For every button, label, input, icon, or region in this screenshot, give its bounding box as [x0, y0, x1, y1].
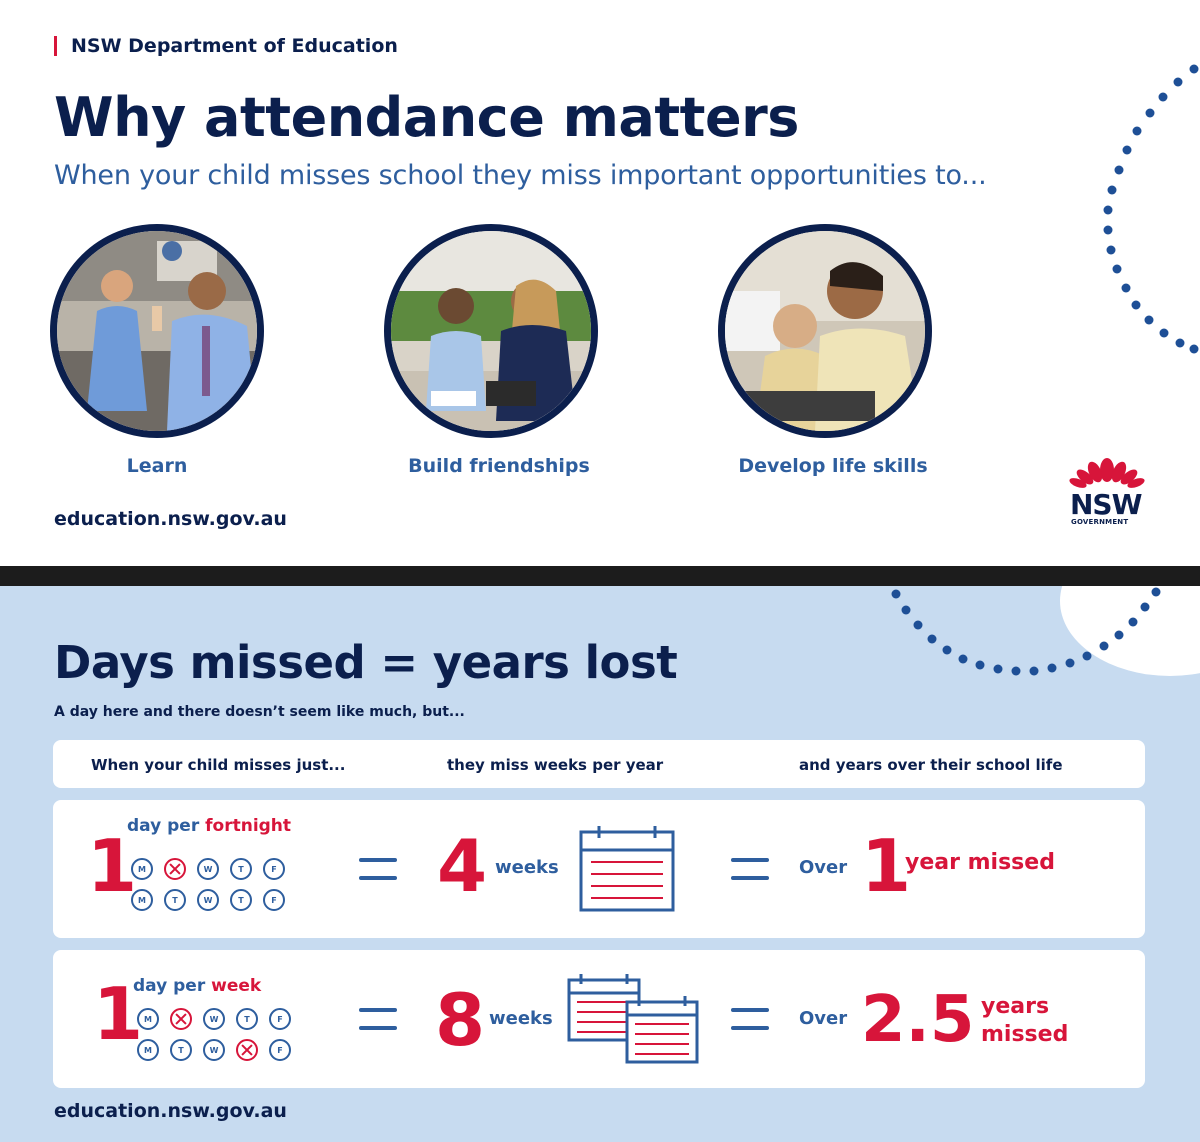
weekday-circle: T	[230, 889, 252, 911]
weeks-value: 4	[437, 824, 488, 908]
table-header: When your child misses just... they miss…	[53, 740, 1145, 788]
weekday-circle: M	[137, 1008, 159, 1030]
website-url: education.nsw.gov.au	[54, 508, 287, 530]
opportunity-learn-label: Learn	[126, 455, 188, 477]
nsw-logo-government: GOVERNMENT	[1071, 518, 1129, 526]
years-label-line-1: years	[981, 994, 1050, 1019]
decorative-dots-arc-icon	[891, 587, 1161, 676]
weekday-circle: W	[203, 1039, 225, 1061]
nsw-logo-word: NSW	[1070, 488, 1142, 521]
weekday-grid: M T W T F M T W T F	[131, 858, 285, 911]
waratah-icon	[1069, 458, 1145, 488]
weekday-circle: W	[203, 1008, 225, 1030]
weekday-grid: M T W T F M T W T F	[137, 1008, 291, 1061]
attendance-matters-panel: NSW Department of Education Why attendan…	[0, 0, 1200, 566]
years-value: 1	[861, 824, 912, 908]
header-years: and years over their school life	[799, 756, 1063, 774]
table-row: 1 day per fortnight M T W T F M T W T F …	[53, 800, 1145, 938]
frequency-accent: fortnight	[205, 816, 292, 836]
equals-icon	[359, 1008, 397, 1032]
weekday-circle: M	[131, 889, 153, 911]
department-label: NSW Department of Education	[54, 36, 398, 56]
weekday-circle: F	[269, 1008, 291, 1030]
weekday-circle: T	[230, 858, 252, 880]
frequency-accent: week	[211, 976, 262, 996]
over-label: Over	[799, 1008, 848, 1029]
section-title: Days missed = years lost	[54, 636, 678, 689]
page-title: Why attendance matters	[54, 86, 799, 149]
equals-icon	[731, 858, 769, 882]
equals-icon	[731, 1008, 769, 1032]
days-count: 1	[87, 824, 138, 908]
weekday-circle: M	[131, 858, 153, 880]
years-label-line-2: missed	[981, 1022, 1069, 1047]
weekday-circle: W	[197, 889, 219, 911]
decorative-dots-arc-icon	[1103, 64, 1199, 354]
photo-learn	[50, 224, 264, 438]
weekday-circle: F	[269, 1039, 291, 1061]
weekday-circle: F	[263, 858, 285, 880]
page-subtitle: When your child misses school they miss …	[54, 160, 987, 191]
header-weeks: they miss weeks per year	[447, 756, 664, 774]
header-misses: When your child misses just...	[91, 756, 346, 774]
years-value: 2.5	[861, 983, 975, 1057]
photo-build-friendships	[384, 224, 598, 438]
double-calendar-icon	[567, 974, 699, 1064]
years-label: year missed	[905, 850, 1055, 875]
equals-icon	[359, 858, 397, 882]
weeks-label: weeks	[489, 1008, 553, 1029]
website-url: education.nsw.gov.au	[54, 1100, 287, 1122]
frequency-prefix: day per	[133, 976, 212, 996]
days-count: 1	[93, 972, 144, 1056]
weekday-circle: F	[263, 889, 285, 911]
calendar-icon	[579, 826, 675, 912]
weeks-value: 8	[435, 978, 486, 1062]
weekday-circle: T	[236, 1008, 258, 1030]
opportunity-friendships-label: Build friendships	[408, 455, 590, 477]
weekday-circle: T	[164, 889, 186, 911]
weekday-circle: M	[137, 1039, 159, 1061]
weekday-circle: T	[170, 1039, 192, 1061]
weekday-circle-missed: T	[236, 1039, 258, 1061]
table-row: 1 day per week M T W T F M T W T F 8 wee…	[53, 950, 1145, 1088]
panel-divider	[0, 566, 1200, 586]
opportunity-life-skills-label: Develop life skills	[738, 455, 928, 477]
over-label: Over	[799, 857, 848, 878]
section-subtitle: A day here and there doesn’t seem like m…	[54, 704, 465, 720]
weekday-circle-missed: T	[170, 1008, 192, 1030]
days-missed-panel: Days missed = years lost A day here and …	[0, 586, 1200, 1142]
weeks-label: weeks	[495, 857, 559, 878]
weekday-circle: W	[197, 858, 219, 880]
weekday-circle-missed: T	[164, 858, 186, 880]
photo-develop-life-skills	[718, 224, 932, 438]
frequency-label: day per week	[133, 976, 261, 996]
frequency-label: day per fortnight	[127, 816, 291, 836]
frequency-prefix: day per	[127, 816, 206, 836]
